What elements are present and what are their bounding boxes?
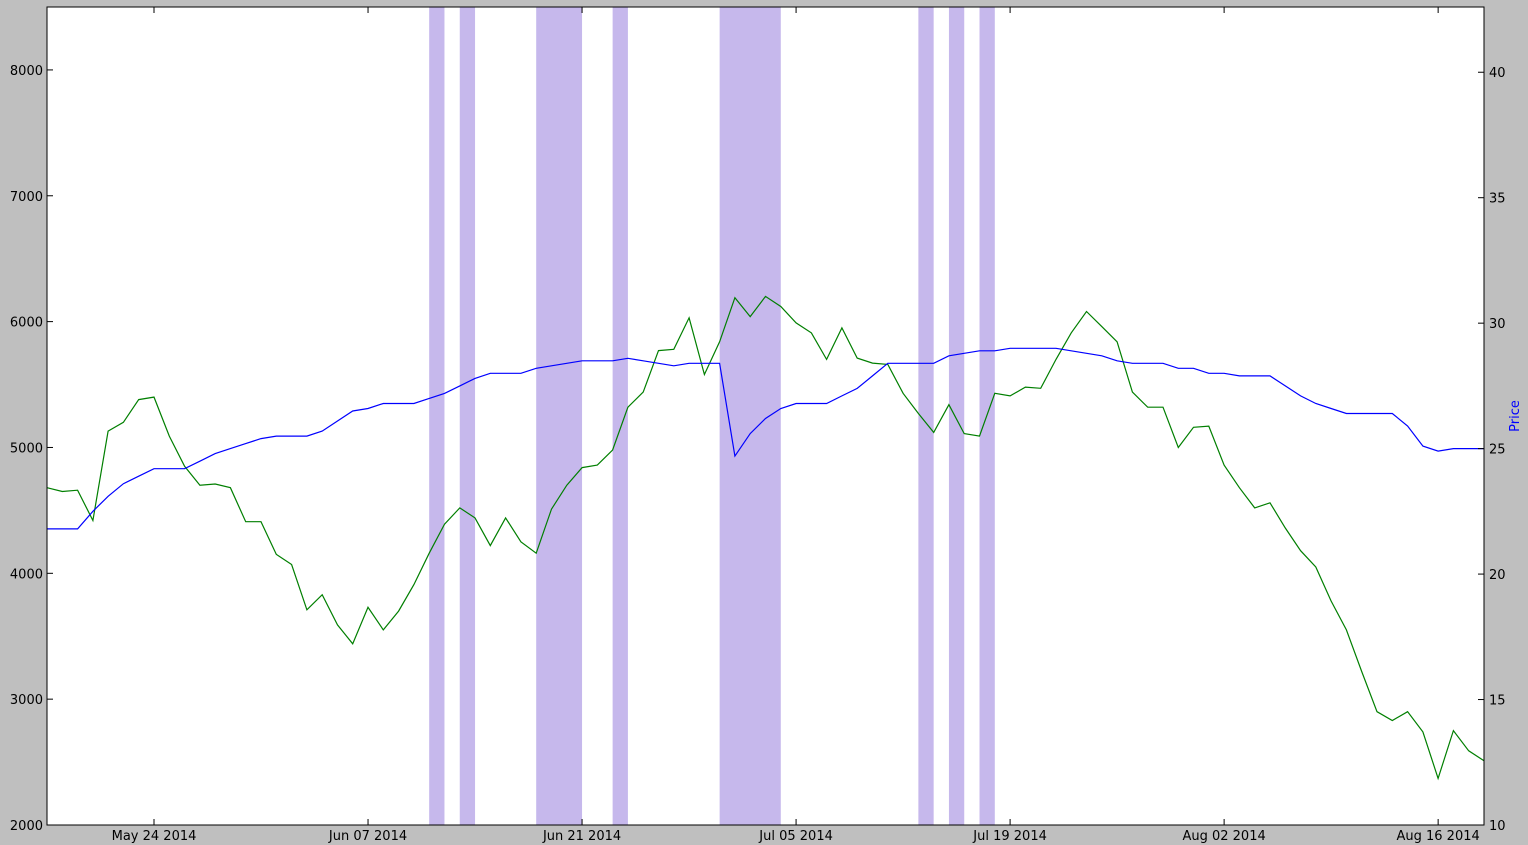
shaded-range — [719, 7, 781, 825]
shaded-range — [612, 7, 628, 825]
y-left-tick-label: 4000 — [10, 567, 43, 582]
series-lines — [46, 295, 1485, 781]
y-axis-right: 10 15 20 25 30 35 40 — [1478, 66, 1506, 834]
x-tick-label: May 24 2014 — [112, 829, 197, 844]
x-tick-label: Jun 21 2014 — [542, 829, 621, 844]
y-right-tick-label: 30 — [1489, 317, 1506, 332]
y-axis-left: 2000 3000 4000 5000 6000 7000 8000 — [10, 64, 53, 834]
y-right-tick-label: 25 — [1489, 443, 1506, 458]
price-line — [47, 347, 1484, 530]
x-tick-label: Jul 19 2014 — [972, 829, 1047, 844]
y-right-tick-label: 15 — [1489, 694, 1506, 709]
y-left-tick-label: 3000 — [10, 693, 43, 708]
shaded-range — [459, 7, 476, 825]
x-tick-label: Aug 16 2014 — [1396, 829, 1479, 844]
y-left-tick-label: 6000 — [10, 316, 43, 331]
left-axis-line — [46, 295, 1485, 781]
y-left-tick-label: 5000 — [10, 441, 43, 456]
y-left-tick-label: 2000 — [10, 819, 43, 834]
shaded-range — [948, 7, 965, 825]
x-tick-label: Jul 05 2014 — [758, 829, 833, 844]
y-right-tick-label: 20 — [1489, 568, 1506, 583]
y-axis-right-label: Price — [1508, 400, 1523, 432]
y-right-tick-label: 35 — [1489, 192, 1506, 207]
plot-frame — [46, 6, 1485, 826]
shaded-range — [918, 7, 934, 825]
shaded-range — [536, 7, 583, 825]
y-left-tick-label: 7000 — [10, 190, 43, 205]
x-tick-label: Aug 02 2014 — [1182, 829, 1265, 844]
y-right-tick-label: 10 — [1489, 819, 1506, 834]
shaded-range — [429, 7, 445, 825]
y-right-tick-label: 40 — [1489, 66, 1506, 81]
x-axis: May 24 2014 Jun 07 2014 Jun 21 2014 Jul 05 … — [112, 7, 1480, 844]
x-tick-label: Jun 07 2014 — [328, 829, 407, 844]
y-left-tick-label: 8000 — [10, 64, 43, 79]
